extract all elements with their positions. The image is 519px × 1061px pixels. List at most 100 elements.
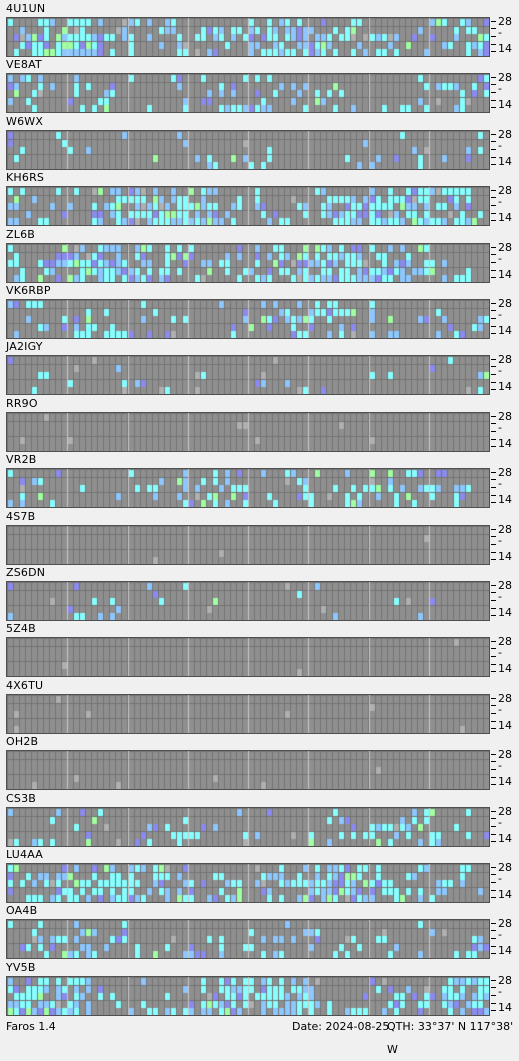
band-tick	[491, 77, 496, 79]
band-tick	[491, 648, 496, 650]
band-tick	[491, 704, 496, 706]
band-tick	[491, 84, 496, 86]
band-label-14: 14	[498, 944, 512, 958]
band-tick	[491, 220, 496, 222]
station-row: LU4AA 28- 14	[0, 847, 519, 903]
band-tick	[491, 92, 496, 94]
station-row: ZS6DN 28- 14	[0, 565, 519, 621]
band-tick	[491, 754, 496, 756]
band-label-28: 28	[498, 861, 512, 874]
band-label-28: 28	[498, 71, 512, 85]
band-label-28: 28	[498, 297, 512, 310]
band-tick	[491, 479, 496, 481]
band-label-28: 28	[498, 127, 512, 141]
band-tick	[491, 261, 496, 263]
band-heatmap-canvas	[7, 807, 489, 846]
band-tick	[491, 1002, 496, 1004]
band-label-14: 14	[498, 98, 512, 112]
station-row: CS3B 28- 14	[0, 791, 519, 847]
band-tick	[491, 930, 496, 932]
band-tick	[491, 190, 496, 192]
band-label-14: 14	[498, 606, 512, 619]
band-label-mid: -	[498, 759, 502, 773]
band-tick	[491, 366, 496, 368]
band-tick	[491, 389, 496, 391]
date-label: Date: 2024-08-25	[292, 1020, 390, 1033]
band-heatmap	[6, 468, 490, 509]
band-tick	[491, 551, 496, 553]
band-label-14: 14	[498, 549, 512, 563]
band-label-mid: -	[498, 702, 502, 716]
app-version: Faros 1.4	[6, 1020, 56, 1033]
band-tick	[491, 326, 496, 327]
station-name: 4X6TU	[6, 678, 44, 692]
band-tick	[491, 430, 496, 432]
station-row: VK6RBP 28- 14	[0, 283, 519, 339]
band-tick	[491, 727, 496, 729]
band-label-28: 28	[498, 748, 512, 762]
band-label-28: 28	[498, 917, 512, 931]
band-label-mid: -	[498, 82, 502, 96]
band-heatmap-canvas	[7, 130, 489, 169]
band-tick	[491, 874, 496, 875]
band-tick	[491, 535, 496, 537]
band-label-mid: -	[498, 477, 502, 491]
station-name: JA2IGY	[6, 340, 43, 354]
band-label-mid: -	[498, 815, 502, 829]
band-label-mid: -	[498, 533, 502, 547]
band-tick	[491, 592, 496, 593]
band-label-14: 14	[498, 267, 512, 281]
band-tick	[491, 697, 496, 699]
station-row: OH2B 28- 14	[0, 734, 519, 791]
station-row: 4X6TU 28- 14	[0, 678, 519, 734]
band-tick	[491, 205, 496, 207]
band-heatmap	[6, 975, 490, 1016]
station-row: VR2B 28- 14	[0, 452, 519, 509]
station-row: YV5B 28- 14	[0, 960, 519, 1016]
band-tick	[491, 840, 496, 842]
band-label-14: 14	[498, 324, 512, 337]
band-tick	[491, 761, 496, 763]
band-label-28: 28	[498, 466, 512, 480]
band-label-mid: -	[498, 928, 502, 942]
band-label-28: 28	[498, 579, 512, 592]
band-tick	[491, 374, 496, 376]
band-tick	[491, 558, 496, 560]
band-tick	[491, 382, 496, 384]
station-name: 5Z4B	[6, 622, 36, 636]
band-label-28: 28	[498, 240, 512, 254]
band-heatmap-canvas	[7, 300, 489, 338]
band-heatmap-canvas	[7, 582, 489, 620]
band-tick	[491, 769, 496, 771]
band-label-mid: -	[498, 195, 502, 209]
band-heatmap	[6, 919, 490, 960]
station-row: W6WX 28- 14	[0, 114, 519, 170]
band-label-14: 14	[498, 211, 512, 225]
band-tick	[491, 671, 496, 673]
band-heatmap-canvas	[7, 74, 489, 113]
band-label-mid: -	[498, 872, 502, 885]
band-tick	[491, 938, 496, 940]
band-tick	[491, 36, 496, 37]
band-tick	[491, 1009, 496, 1011]
band-tick	[491, 156, 496, 158]
band-heatmap-canvas	[7, 469, 489, 508]
station-name: VE8AT	[6, 58, 42, 72]
band-heatmap-canvas	[7, 187, 489, 226]
station-row: 4U1UN 28- 14	[0, 1, 519, 57]
station-row: RR9O 28- 14	[0, 396, 519, 452]
band-tick	[491, 890, 496, 891]
band-tick	[491, 100, 496, 102]
band-tick	[491, 487, 496, 489]
band-tick	[491, 140, 496, 142]
band-tick	[491, 318, 496, 319]
band-heatmap-canvas	[7, 18, 489, 56]
band-heatmap	[6, 637, 490, 678]
band-label-28: 28	[498, 409, 512, 423]
band-heatmap	[6, 129, 490, 170]
band-tick	[491, 213, 496, 215]
band-tick	[491, 994, 496, 996]
band-tick	[491, 502, 496, 504]
band-label-14: 14	[498, 42, 512, 55]
band-heatmap	[6, 411, 490, 452]
